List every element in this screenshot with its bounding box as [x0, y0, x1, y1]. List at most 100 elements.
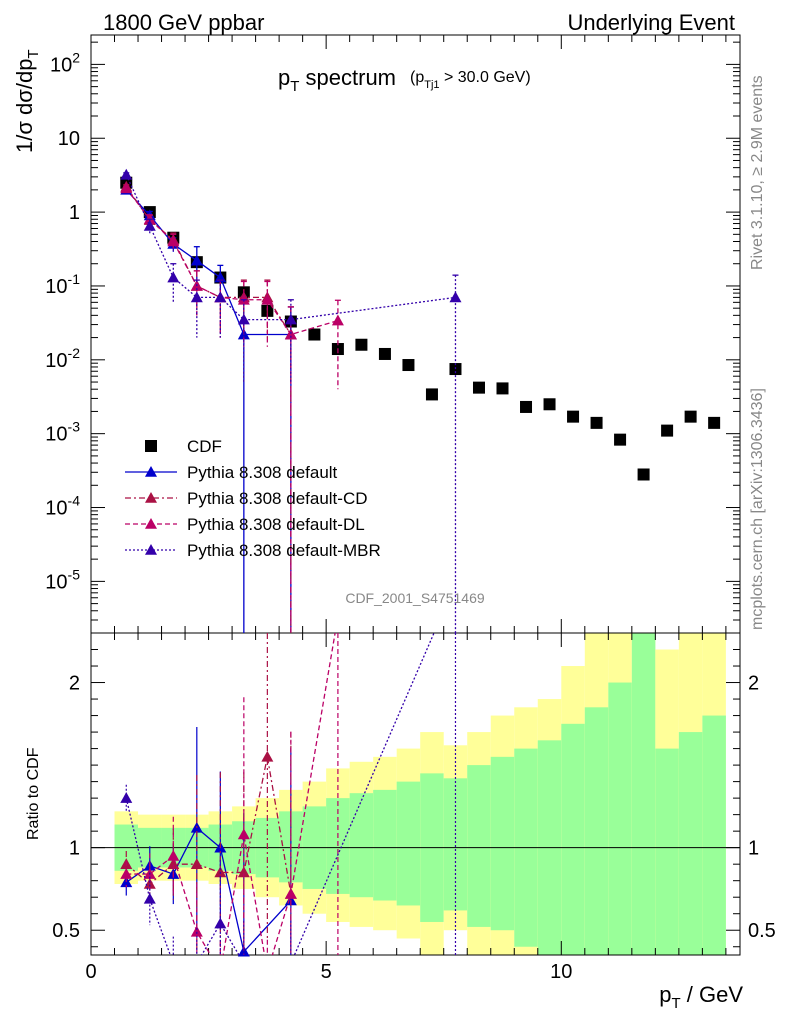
- y-tick-label: 10: [58, 128, 80, 150]
- ratio-series: [120, 633, 457, 957]
- y-tick-label: 10-1: [45, 271, 80, 298]
- legend-item-dl: Pythia 8.308 default-DL: [125, 515, 365, 534]
- ratio-bands: [114, 633, 726, 955]
- cd-ratio-point: [214, 866, 227, 878]
- cdf-point: [708, 416, 721, 429]
- ratio-tick-label-left: 1: [69, 838, 80, 860]
- series-default: [120, 183, 297, 633]
- series-mbr: [120, 168, 462, 633]
- cdf-point: [590, 416, 603, 429]
- dl-ratio-point: [190, 925, 203, 937]
- x-tick-label: 5: [321, 961, 332, 983]
- cdf-point: [637, 468, 650, 481]
- cdf-point: [355, 338, 368, 351]
- mbr-point: [190, 291, 203, 303]
- svg-text:pT spectrum: pT spectrum: [278, 65, 396, 95]
- cdf-point: [684, 410, 697, 423]
- svg-text:(pTj1 > 30.0 GeV): (pTj1 > 30.0 GeV): [410, 69, 531, 91]
- header-right: Underlying Event: [567, 10, 735, 35]
- band-green: [561, 723, 585, 955]
- x-tick-label: 10: [550, 961, 572, 983]
- cdf-point: [308, 328, 321, 341]
- x-axis-label: pT / GeV: [659, 982, 743, 1012]
- band-green: [373, 789, 397, 901]
- mcplots-label: mcplots.cern.ch [arXiv:1306.3436]: [749, 388, 766, 630]
- dl-ratio-point: [120, 868, 133, 879]
- dl-point: [167, 235, 180, 247]
- chart-title: pT spectrum (pTj1 > 30.0 GeV): [278, 65, 531, 95]
- y-tick-label: 10-5: [45, 566, 80, 593]
- cdf-point: [402, 359, 415, 372]
- watermark: CDF_2001_S4751469: [345, 590, 485, 606]
- series-dl: [120, 182, 344, 633]
- svg-text:pT / GeV: pT / GeV: [659, 982, 743, 1012]
- dl-ratio-point: [237, 828, 250, 840]
- band-green: [702, 715, 726, 955]
- dl-point: [120, 182, 133, 194]
- band-green: [631, 633, 656, 955]
- mbr-ratio-point: [214, 917, 227, 929]
- mbr-point: [237, 313, 250, 325]
- dl-ratio-point: [284, 887, 297, 899]
- main-series: [120, 168, 721, 633]
- x-tick-label: 0: [85, 961, 96, 983]
- ratio-tick-label-right: 0.5: [748, 920, 776, 942]
- ratio-dl: [120, 633, 339, 955]
- y-tick-label: 10-4: [45, 493, 80, 520]
- mbr-line: [125, 174, 456, 321]
- cd-ratio-point: [261, 750, 274, 762]
- cd-ratio-point: [190, 858, 203, 869]
- default-point: [190, 254, 203, 266]
- series-cdf: [120, 176, 721, 481]
- legend-marker: [145, 466, 157, 477]
- legend-marker: [145, 518, 157, 529]
- ratio-cd: [120, 633, 297, 955]
- dl-point: [261, 293, 274, 305]
- mbr-point: [120, 168, 133, 180]
- mbr-ratio-point: [120, 792, 133, 803]
- y-tick-label: 1: [69, 202, 80, 224]
- mbr-ratio-point: [143, 892, 156, 904]
- cdf-point: [567, 410, 580, 423]
- frames: [90, 34, 741, 956]
- cdf-point: [378, 347, 391, 360]
- dl-point: [284, 328, 297, 340]
- y-tick-label: 102: [50, 49, 80, 76]
- ratio-tick-label-right: 2: [748, 673, 759, 695]
- mbr-point: [143, 219, 156, 231]
- header-left: 1800 GeV ppbar: [103, 10, 264, 35]
- axis-ticks: 0 5 10 10-5 10-4 10-3 10-2 10-1 1 10 102 0.5 0.5 1 1 2 2: [45, 35, 776, 983]
- legend-label: Pythia 8.308 default-CD: [187, 489, 368, 508]
- cdf-point: [496, 382, 509, 395]
- mbr-point: [449, 291, 462, 303]
- dl-point: [331, 314, 344, 326]
- svg-text:1/σ dσ/dpT: 1/σ dσ/dpT: [12, 49, 42, 153]
- mbr-point: [167, 271, 180, 283]
- ratio-tick-label-left: 2: [69, 673, 80, 695]
- y-tick-label: 10-3: [45, 419, 80, 446]
- ratio-axis-label: Ratio to CDF: [25, 747, 42, 840]
- legend-item-mbr: Pythia 8.308 default-MBR: [125, 541, 381, 560]
- cd-ratio-point: [237, 866, 250, 878]
- band-green: [490, 756, 515, 931]
- legend-item-default: Pythia 8.308 default: [125, 463, 338, 482]
- legend-item-cdf: CDF: [145, 437, 222, 456]
- legend-label: CDF: [187, 437, 222, 456]
- mbr-point: [214, 291, 227, 303]
- band-green: [326, 798, 350, 894]
- ratio-tick-label-right: 1: [748, 838, 759, 860]
- band-green: [608, 682, 632, 955]
- rivet-label: Rivet 3.1.10, ≥ 2.9M events: [749, 75, 766, 270]
- legend-marker: [145, 440, 157, 452]
- cdf-point: [543, 398, 556, 411]
- cd-ratio-point: [143, 877, 156, 889]
- legend-label: Pythia 8.308 default-DL: [187, 515, 365, 534]
- dl-line: [125, 187, 339, 336]
- cdf-point: [520, 400, 533, 413]
- mbr-point: [284, 313, 297, 325]
- dl-ratio-line: [126, 633, 336, 955]
- cdf-point: [425, 388, 438, 401]
- dl-ratio-point: [167, 849, 180, 861]
- band-green: [467, 765, 491, 927]
- legend-label: Pythia 8.308 default: [187, 463, 338, 482]
